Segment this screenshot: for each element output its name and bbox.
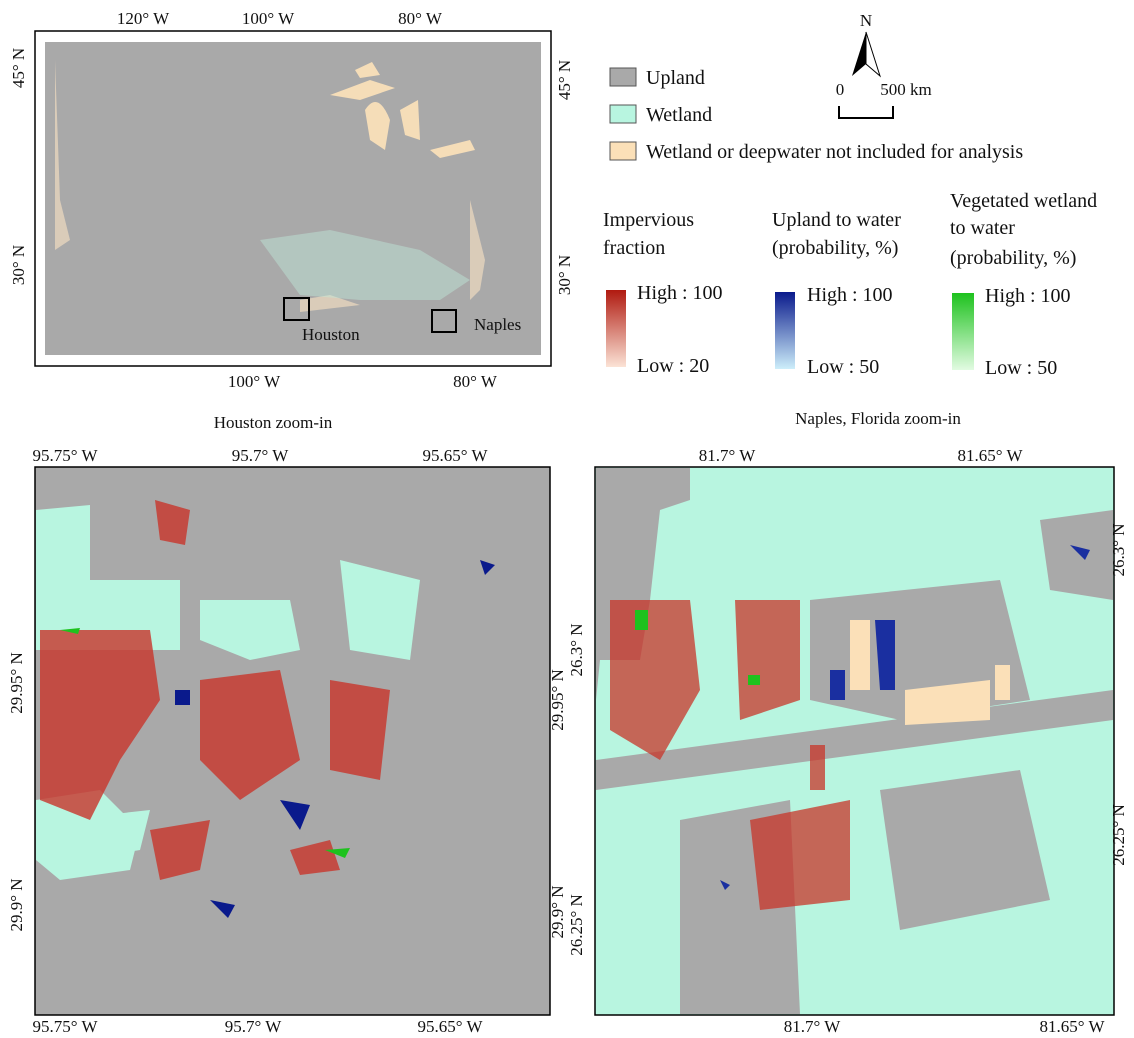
north-arrow: [852, 32, 866, 76]
tick-label: 29.95° N: [548, 669, 567, 731]
tick-label: 81.65° W: [1039, 1017, 1105, 1036]
ramp-title: fraction: [603, 237, 665, 259]
naples-panel: Naples, Florida zoom-in 81.7° W 81.65° W…: [548, 409, 1128, 1036]
ramp-title: (probability, %): [772, 237, 898, 259]
swatch: [610, 68, 636, 86]
tick-label: 95.75° W: [32, 1017, 98, 1036]
ramp: [952, 293, 974, 370]
ramp-title: (probability, %): [950, 247, 1076, 269]
tick-label: 95.65° W: [422, 446, 488, 465]
ramp-title: Impervious: [603, 209, 694, 231]
tick-label: 80° W: [398, 9, 443, 28]
tick-label: 30° N: [555, 255, 574, 295]
tick-label: 26.25° N: [567, 894, 586, 956]
tick-label: 81.65° W: [957, 446, 1023, 465]
tick-label: 95.7° W: [232, 446, 289, 465]
page: Wetland map figure {"conus_map":{"top_ti…: [0, 0, 1134, 1038]
tick-label: 80° W: [453, 372, 498, 391]
tick-label: 26.3° N: [567, 623, 586, 676]
ramp: [606, 290, 626, 367]
tick-label: 100° W: [228, 372, 281, 391]
tick-label: 81.7° W: [784, 1017, 841, 1036]
tick-label: 95.65° W: [417, 1017, 483, 1036]
scale-bar: [839, 106, 893, 118]
body: Houston Naples 120° W 100° W 80° W 100° …: [0, 0, 1134, 1038]
ramp-title: Vegetated wetland: [950, 190, 1097, 212]
tick-label: 29.9° N: [548, 885, 567, 938]
tick-label: 29.95° N: [7, 652, 26, 714]
tick-label: 81.7° W: [699, 446, 756, 465]
north-label: N: [860, 11, 872, 30]
tick-label: 120° W: [117, 9, 170, 28]
tick-label: 30° N: [9, 245, 28, 285]
legend-label: Upland: [646, 67, 705, 89]
ramp-title: Upland to water: [772, 209, 901, 231]
north-arrow: [866, 32, 880, 76]
ramp: [775, 292, 795, 369]
ramp-title: to water: [950, 217, 1015, 239]
tick-label: 45° N: [9, 48, 28, 88]
site-label: Naples: [474, 315, 521, 334]
ramp-label: High : 100: [807, 284, 893, 306]
legend: Upland Wetland Wetland or deepwater not …: [603, 11, 1097, 379]
tick-label: 26.3° N: [1109, 523, 1128, 576]
swatch: [610, 142, 636, 160]
houston-panel: Houston zoom-in 95.75° W 95.7° W 95.65° …: [7, 413, 550, 1036]
scale-label: 500 km: [880, 80, 931, 99]
ramp-label: Low : 20: [637, 355, 709, 377]
land: [45, 42, 541, 355]
ramp-label: High : 100: [637, 282, 723, 304]
ramp-label: Low : 50: [985, 357, 1057, 379]
panel-title: Houston zoom-in: [214, 413, 333, 432]
figure: Houston Naples 120° W 100° W 80° W 100° …: [0, 0, 1134, 1038]
swatch: [610, 105, 636, 123]
legend-label: Wetland or deepwater not included for an…: [646, 141, 1023, 163]
site-label: Houston: [302, 325, 360, 344]
scale-label: 0: [836, 80, 845, 99]
tick-label: 26.25° N: [1109, 804, 1128, 866]
tick-label: 95.75° W: [32, 446, 98, 465]
panel-title: Naples, Florida zoom-in: [795, 409, 961, 428]
conus-panel: Houston Naples 120° W 100° W 80° W 100° …: [9, 9, 574, 391]
tick-label: 100° W: [242, 9, 295, 28]
ramp-label: High : 100: [985, 285, 1071, 307]
tick-label: 95.7° W: [225, 1017, 282, 1036]
legend-label: Wetland: [646, 104, 712, 126]
tick-label: 29.9° N: [7, 878, 26, 931]
tick-label: 45° N: [555, 60, 574, 100]
ramp-label: Low : 50: [807, 356, 879, 378]
